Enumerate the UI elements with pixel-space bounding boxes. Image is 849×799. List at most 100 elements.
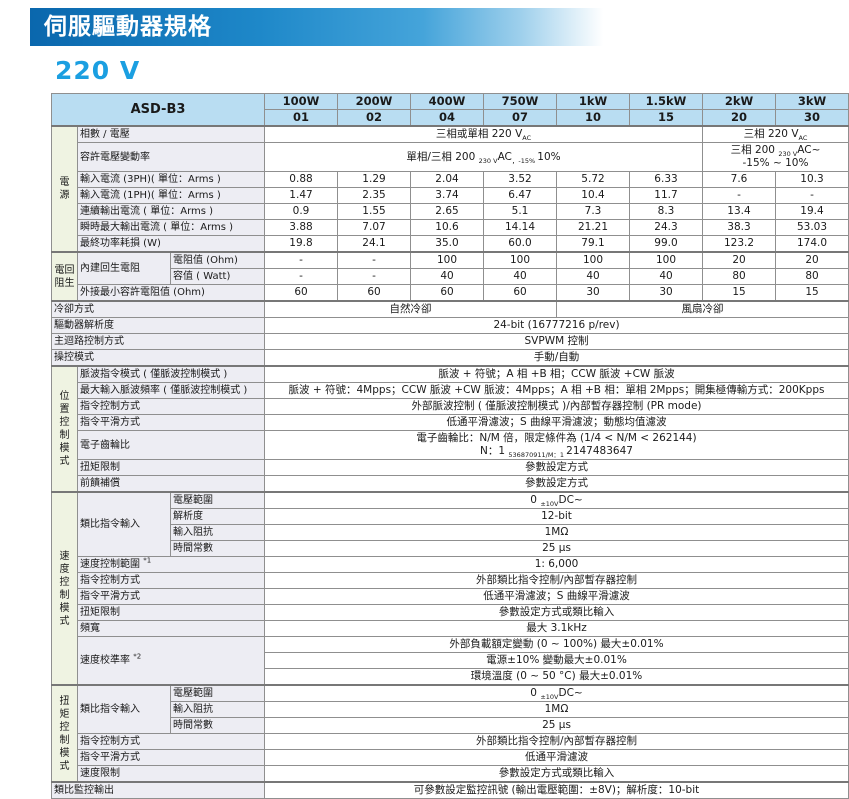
group-label-cell: 電源 [51,125,78,253]
sub-label-cell: 容值 ( Watt) [170,268,265,285]
row-label-cell: 類比指令輸入 [77,684,171,734]
value-cell: 24.3 [629,219,703,236]
row-label-cell: 脈波指令模式 ( 僅脈波控制模式 ) [77,365,265,383]
value-cell: 2.04 [410,171,484,188]
value-cell: - [337,251,411,269]
table-row: 連續輸出電流 ( 單位：Arms ) 0.9 1.55 2.65 5.1 7.3 8.3 13… [52,203,849,220]
value-cell: 三相 220 VAC [702,125,849,143]
value-cell: 12-bit [264,508,849,525]
table-row: 扭矩限制 參數設定方式或類比輸入 [52,604,849,621]
value-cell: 電源±10% 變動最大±0.01% [264,652,849,669]
table-row: 最終功率耗損 (W) 19.8 24.1 35.0 60.0 79.1 99.0 123.2 1… [52,235,849,253]
row-label-cell: 操控模式 [51,349,265,367]
value-cell: 參數設定方式或類比輸入 [264,765,849,783]
table-row: 時間常數 25 μs [52,540,849,557]
row-label-cell: 扭矩限制 [77,604,265,621]
row-label-cell: 指令平滑方式 [77,588,265,605]
table-row: 指令控制方式 外部脈波控制 ( 僅脈波控制模式 )/內部暫存器控制 (PR mod… [52,398,849,415]
value-cell: 100 [483,251,557,269]
value-cell: - [702,187,776,204]
value-cell: - [264,268,338,285]
row-label-cell: 最大輸入脈波頻率 ( 僅脈波控制模式 ) [77,382,265,399]
value-cell: 60.0 [483,235,557,253]
group-label-cell: 扭矩控制模式 [51,684,78,783]
value-cell: 15 [702,284,776,302]
table-row: 指令控制方式 外部類比指令控制/內部暫存器控制 [52,572,849,589]
row-label-cell: 相數 / 電壓 [77,125,265,143]
row-label-cell: 速度限制 [77,765,265,783]
row-label-cell: 最終功率耗損 (W) [77,235,265,253]
table-row: 電回 阻生 內建回生電阻 電阻值 (Ohm) - -100 100 100 100 20 20 [51,251,849,302]
row-label-cell: 輸入電流 (1PH)( 單位：Arms ) [77,187,265,204]
table-row: 指令控制方式 外部類比指令控制/內部暫存器控制 [52,733,849,750]
row-label-cell: 內建回生電阻 [77,251,171,285]
column-header-cell: 750W [483,93,557,110]
sub-label-cell: 時間常數 [170,540,265,557]
table-row: 扭矩限制 參數設定方式 [52,459,849,476]
value-cell: 7.6 [702,171,776,188]
value-cell: 0 ±10VDC~ [264,684,849,702]
value-cell: - [775,187,849,204]
row-label-cell: 主迴路控制方式 [51,333,265,350]
value-cell: 風扇冷卻 [556,300,849,318]
row-label-cell: 指令平滑方式 [77,414,265,431]
row-label-cell: 瞬時最大輸出電流 ( 單位：Arms ) [77,219,265,236]
value-cell: 1.47 [264,187,338,204]
value-cell: SVPWM 控制 [264,333,849,350]
table-row: 最大輸入脈波頻率 ( 僅脈波控制模式 ) 脈波 + 符號：4Mpps；CCW 脈波… [52,382,849,399]
value-cell: 25 μs [264,717,849,734]
value-cell: 19.8 [264,235,338,253]
value-cell: 6.47 [483,187,557,204]
table-row: 指令平滑方式 低通平滑濾波；S 曲線平滑濾波；動態均值濾波 [52,414,849,431]
page-title: 伺服驅動器規格 [44,14,212,40]
value-cell: 80 [702,268,776,285]
value-cell: 3.88 [264,219,338,236]
value-cell: 14.14 [483,219,557,236]
table-row: 容許電壓變動率 單相/三相 200 230 VAC，-15% 10% 三相 200 … [52,142,849,172]
value-cell: 5.1 [483,203,557,220]
table-row: 電源相數 / 電壓 三相或單相 220 VAC 三相 220 VAC [51,125,849,253]
sub-label-cell: 輸入阻抗 [170,524,265,541]
value-cell: 外部負載額定變動 (0 ~ 100%) 最大±0.01% [264,636,849,653]
value-cell: 參數設定方式 [264,475,849,493]
spec-table-body: ASD-B3 100W 200W 400W 750W 1kW 1.5kW 2kW 3kW 01 02… [51,93,849,799]
value-cell: 60 [337,284,411,302]
column-header-cell: 07 [483,109,557,127]
table-row: ASD-B3 100W 200W 400W 750W 1kW 1.5kW 2kW 3kW [51,93,849,127]
row-label-cell: 容許電壓變動率 [77,142,265,172]
table-row: 外接最小容許電阻值 (Ohm) 60 60 60 60 30 30 15 15 [52,284,849,302]
row-label-cell: 指令控制方式 [77,733,265,750]
value-cell: 0.9 [264,203,338,220]
row-label-cell: 外接最小容許電阻值 (Ohm) [77,284,265,302]
value-cell: 8.3 [629,203,703,220]
row-label-cell: 速度控制範圍 *1 [77,556,265,573]
value-cell: 60 [410,284,484,302]
table-row: 輸入電流 (1PH)( 單位：Arms ) 1.47 2.35 3.74 6.47 10.… [52,187,849,204]
column-header-cell: 1.5kW [629,93,703,110]
value-cell: 10.6 [410,219,484,236]
table-row: 電源±10% 變動最大±0.01% [52,652,849,669]
value-cell: 電子齒輪比：N/M 倍，限定條件為 (1/4 < N/M < 262144) N：… [264,430,849,460]
value-cell: 單相/三相 200 230 VAC，-15% 10% [264,142,703,172]
value-cell: 0.88 [264,171,338,188]
value-cell: 24-bit (16777216 p/rev) [264,317,849,334]
table-row: 頻寬 最大 3.1kHz [52,620,849,637]
column-header-cell: 100W [264,93,338,110]
value-cell: 1.55 [337,203,411,220]
value-cell: 100 [410,251,484,269]
value-cell: 60 [264,284,338,302]
table-row: 解析度 12-bit [52,508,849,525]
value-cell: 40 [629,268,703,285]
model-header-cell: ASD-B3 [51,93,265,127]
value-cell: 6.33 [629,171,703,188]
value-cell: 外部類比指令控制/內部暫存器控制 [264,733,849,750]
table-row: 指令平滑方式 低通平滑濾波 [52,749,849,766]
row-label-cell: 輸入電流 (3PH)( 單位：Arms ) [77,171,265,188]
value-cell: 40 [483,268,557,285]
row-label-cell: 前饋補償 [77,475,265,493]
value-cell: 35.0 [410,235,484,253]
table-row: 速度校準率 *2 外部負載額定變動 (0 ~ 100%) 最大±0.01% [52,636,849,686]
table-row: 扭矩控制模式類比指令輸入 電壓範圍 0 ±10VDC~ [51,684,849,783]
value-cell: 19.4 [775,203,849,220]
value-cell: 40 [410,268,484,285]
